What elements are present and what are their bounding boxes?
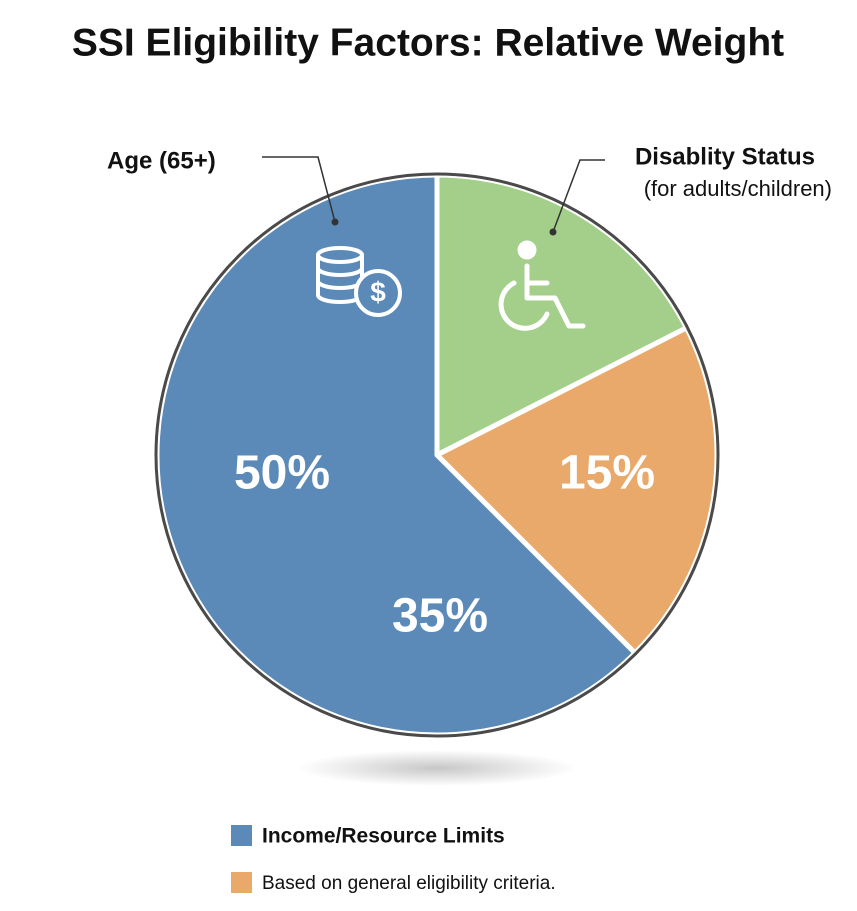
callout-leader: [262, 156, 336, 223]
legend-swatch: [231, 872, 252, 893]
callout-label: Age (65+): [107, 147, 216, 174]
wheelchair-icon: [498, 240, 586, 331]
pie-outline: [154, 172, 720, 738]
callout-dot: [549, 228, 557, 236]
callout-leader: [552, 159, 605, 233]
coins-icon: $: [316, 246, 402, 317]
callout-sublabel: (for adults/children): [644, 176, 832, 201]
callout-dot: [331, 218, 339, 226]
callout-label: Disablity Status: [635, 143, 815, 170]
legend-label: Income/Resource Limits: [262, 825, 505, 848]
legend-swatch: [231, 825, 252, 846]
slice-label: 35%: [392, 590, 488, 643]
legend-label: Based on general eligibility criteria.: [262, 873, 556, 894]
svg-text:$: $: [370, 276, 386, 307]
pie: [154, 172, 720, 738]
chart-title: SSI Eligibility Factors: Relative Weight: [72, 21, 784, 64]
pie-shadow: [297, 750, 577, 786]
slice-label: 15%: [559, 447, 655, 500]
slice-label: 50%: [234, 447, 330, 500]
